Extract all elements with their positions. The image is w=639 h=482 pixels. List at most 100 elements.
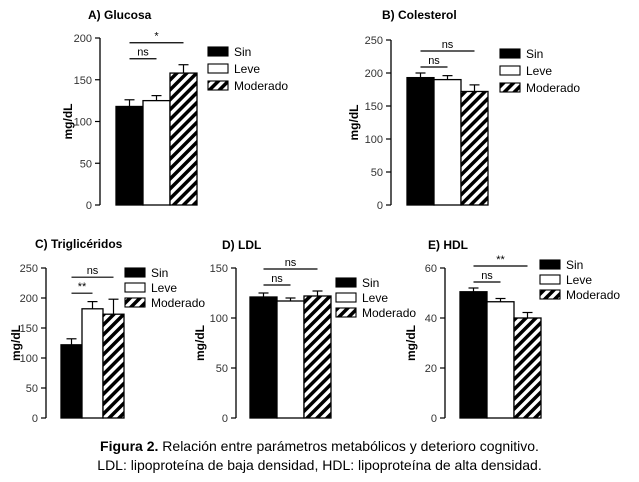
- legend-swatch-moderado: [124, 297, 146, 308]
- y-axis-label: mg/dL: [61, 104, 75, 140]
- legend-label-leve: Leve: [362, 291, 388, 305]
- chart-title: D) LDL: [222, 238, 261, 252]
- legend-swatch-sin: [335, 277, 357, 288]
- y-tick-label: 0: [222, 413, 228, 425]
- legend-label-moderado: Moderado: [526, 81, 580, 95]
- y-tick-label: 150: [365, 101, 383, 113]
- legend-swatch-leve: [539, 274, 561, 285]
- y-tick-label: 150: [20, 323, 38, 335]
- legend-label-leve: Leve: [526, 64, 552, 78]
- bar-leve: [276, 300, 305, 419]
- legend-swatch-leve: [207, 63, 229, 74]
- y-tick-label: 200: [365, 68, 383, 80]
- y-tick-label: 50: [80, 158, 92, 170]
- caption-line-2: LDL: lipoproteína de baja densidad, HDL:…: [97, 457, 542, 473]
- legend-swatch-sin: [539, 259, 561, 270]
- legend-swatch-sin: [124, 267, 146, 278]
- y-axis-label: mg/dL: [193, 325, 207, 361]
- caption-text-1: Relación entre parámetros metabólicos y …: [158, 438, 539, 454]
- bar-moderado: [513, 317, 542, 419]
- charts-svg: A) Glucosamg/dL050100150200ns*SinLeveMod…: [9, 8, 620, 425]
- legend-swatch-sin: [207, 46, 229, 57]
- legend-label-moderado: Moderado: [234, 79, 288, 93]
- significance-label: **: [78, 281, 87, 293]
- y-tick-label: 20: [425, 363, 437, 375]
- y-tick-label: 200: [20, 293, 38, 305]
- y-tick-label: 250: [20, 263, 38, 275]
- legend-label-moderado: Moderado: [566, 288, 620, 302]
- legend-swatch-moderado: [499, 82, 521, 93]
- legend-swatch-leve: [335, 292, 357, 303]
- chart-title: C) Triglicéridos: [35, 237, 123, 251]
- legend-label-leve: Leve: [234, 62, 260, 76]
- y-tick-label: 250: [365, 35, 383, 47]
- significance-label: ns: [428, 55, 440, 67]
- legend-swatch-sin: [499, 48, 521, 59]
- legend-label-moderado: Moderado: [362, 306, 416, 320]
- significance-label: ns: [285, 257, 297, 269]
- figure-panels: A) Glucosa mg/dL 0 50 100 150 200 ns * Sin Leve Mod…: [9, 8, 620, 425]
- legend-swatch-moderado: [207, 80, 229, 91]
- y-tick-label: 200: [74, 33, 92, 45]
- caption-label: Figura 2.: [100, 438, 159, 454]
- y-tick-label: 50: [216, 363, 228, 375]
- bar-sin: [249, 296, 278, 419]
- chart-panel-1: A) Glucosa mg/dL 0 50 100 150 200 ns * Sin Leve Mod…: [61, 8, 288, 212]
- significance-label: ns: [271, 273, 283, 285]
- y-axis-label: mg/dL: [9, 325, 23, 361]
- y-tick-label: 0: [377, 200, 383, 212]
- legend-swatch-moderado: [539, 289, 561, 300]
- bar-leve: [486, 301, 515, 419]
- bar-moderado: [102, 313, 125, 419]
- legend-label-sin: Sin: [362, 276, 379, 290]
- chart-title: A) Glucosa: [88, 8, 152, 22]
- y-tick-label: 150: [210, 263, 228, 275]
- y-tick-label: 100: [210, 313, 228, 325]
- significance-label: ns: [442, 39, 454, 51]
- legend-label-sin: Sin: [566, 258, 583, 272]
- bar-sin: [115, 105, 144, 206]
- legend-label-sin: Sin: [234, 45, 251, 59]
- significance-label: **: [496, 254, 505, 266]
- y-tick-label: 40: [425, 313, 437, 325]
- legend-label-leve: Leve: [151, 281, 177, 295]
- figure-caption: Figura 2. Relación entre parámetros meta…: [0, 437, 639, 475]
- legend-label-sin: Sin: [151, 266, 168, 280]
- legend-swatch-moderado: [335, 307, 357, 318]
- bar-sin: [459, 291, 488, 419]
- bar-sin: [60, 344, 83, 419]
- y-tick-label: 0: [32, 413, 38, 425]
- chart-title: B) Colesterol: [382, 8, 457, 22]
- legend-label-sin: Sin: [526, 47, 543, 61]
- significance-label: *: [154, 31, 159, 43]
- bar-leve: [433, 78, 462, 206]
- y-tick-label: 100: [20, 353, 38, 365]
- significance-label: ns: [87, 265, 99, 277]
- legend-swatch-leve: [499, 65, 521, 76]
- bar-leve: [81, 308, 104, 419]
- chart-panel-3: C) Triglicéridos mg/dL 0 50 100 150 200 250 **ns…: [9, 237, 205, 425]
- y-tick-label: 150: [74, 75, 92, 87]
- y-axis-label: mg/dL: [404, 325, 418, 361]
- y-tick-label: 0: [86, 200, 92, 212]
- bar-moderado: [169, 72, 198, 206]
- y-tick-label: 0: [431, 413, 437, 425]
- chart-title: E) HDL: [428, 238, 468, 252]
- y-tick-label: 60: [425, 263, 437, 275]
- significance-label: ns: [137, 47, 149, 59]
- legend-label-moderado: Moderado: [151, 296, 205, 310]
- bar-sin: [406, 76, 435, 206]
- bar-moderado: [460, 90, 489, 206]
- y-axis-label: mg/dL: [347, 105, 361, 141]
- caption-line-1: Figura 2. Relación entre parámetros meta…: [0, 437, 639, 456]
- y-tick-label: 100: [74, 117, 92, 129]
- legend-label-leve: Leve: [566, 273, 592, 287]
- y-tick-label: 50: [26, 383, 38, 395]
- bar-moderado: [303, 295, 332, 419]
- bar-leve: [142, 99, 171, 206]
- significance-label: ns: [481, 270, 493, 282]
- y-tick-label: 50: [371, 167, 383, 179]
